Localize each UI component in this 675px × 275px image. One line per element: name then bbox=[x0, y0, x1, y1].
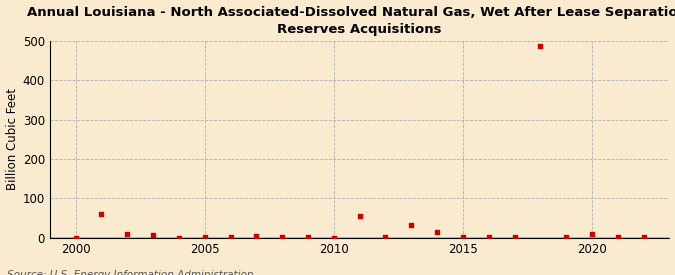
Title: Annual Louisiana - North Associated-Dissolved Natural Gas, Wet After Lease Separ: Annual Louisiana - North Associated-Diss… bbox=[27, 6, 675, 35]
Point bbox=[535, 43, 546, 48]
Point bbox=[483, 235, 494, 240]
Point bbox=[251, 234, 262, 238]
Point bbox=[173, 236, 184, 240]
Point bbox=[329, 236, 340, 240]
Point bbox=[432, 230, 443, 234]
Point bbox=[277, 235, 288, 239]
Point bbox=[354, 214, 365, 218]
Point bbox=[199, 235, 210, 239]
Point bbox=[587, 232, 597, 236]
Point bbox=[70, 236, 81, 240]
Point bbox=[509, 235, 520, 239]
Point bbox=[302, 235, 313, 240]
Point bbox=[380, 235, 391, 239]
Text: Source: U.S. Energy Information Administration: Source: U.S. Energy Information Administ… bbox=[7, 271, 253, 275]
Point bbox=[148, 233, 159, 237]
Point bbox=[458, 235, 468, 240]
Point bbox=[406, 223, 416, 227]
Point bbox=[612, 235, 623, 239]
Point bbox=[96, 212, 107, 216]
Y-axis label: Billion Cubic Feet: Billion Cubic Feet bbox=[5, 88, 18, 190]
Point bbox=[225, 235, 236, 239]
Point bbox=[639, 235, 649, 239]
Point bbox=[561, 235, 572, 239]
Point bbox=[122, 232, 133, 236]
